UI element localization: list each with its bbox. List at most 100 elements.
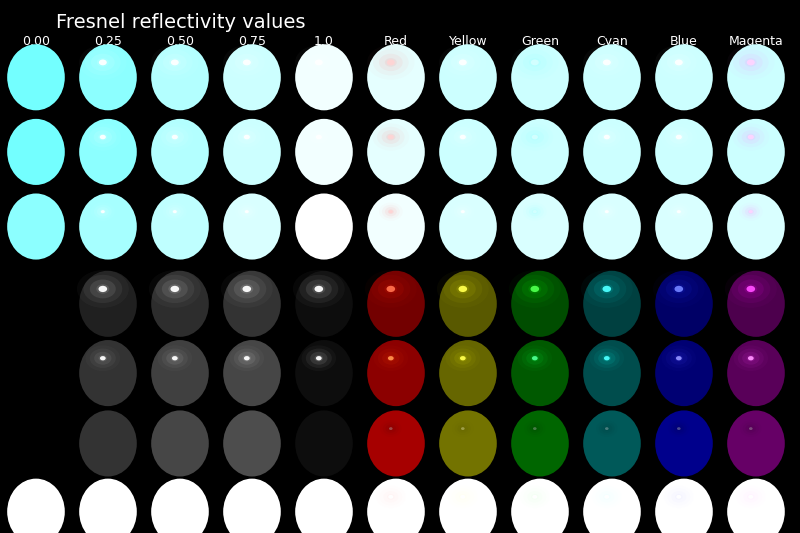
Ellipse shape [742,359,764,383]
Ellipse shape [448,55,486,98]
Ellipse shape [96,292,114,311]
Ellipse shape [458,363,471,378]
Ellipse shape [299,483,348,533]
Ellipse shape [297,46,351,109]
Ellipse shape [24,65,42,85]
Ellipse shape [452,60,479,91]
Ellipse shape [163,134,192,167]
Ellipse shape [587,275,626,303]
Ellipse shape [674,134,683,140]
Ellipse shape [298,482,349,533]
Ellipse shape [382,352,399,365]
Ellipse shape [389,70,396,78]
Ellipse shape [446,349,487,395]
Ellipse shape [302,418,345,467]
Ellipse shape [367,193,425,260]
Ellipse shape [606,438,610,443]
Ellipse shape [592,130,630,172]
Ellipse shape [671,430,691,453]
Ellipse shape [100,356,106,360]
Ellipse shape [30,147,34,150]
Ellipse shape [228,346,274,399]
Ellipse shape [596,286,623,318]
Ellipse shape [514,482,566,533]
Ellipse shape [98,433,111,448]
Ellipse shape [100,495,106,499]
Ellipse shape [587,123,636,180]
Ellipse shape [94,497,116,522]
Ellipse shape [589,126,634,177]
Ellipse shape [595,355,624,388]
Ellipse shape [734,279,776,327]
Ellipse shape [598,61,622,90]
Ellipse shape [602,433,616,449]
Ellipse shape [603,295,614,307]
Ellipse shape [606,147,610,150]
Ellipse shape [175,148,177,150]
Ellipse shape [531,218,542,230]
Ellipse shape [306,132,338,169]
Ellipse shape [455,138,475,161]
Ellipse shape [378,353,410,390]
Ellipse shape [151,119,209,185]
Ellipse shape [297,480,351,533]
Ellipse shape [446,280,487,326]
Ellipse shape [679,300,681,302]
Ellipse shape [595,494,624,527]
Ellipse shape [169,58,181,67]
Ellipse shape [522,349,548,368]
Ellipse shape [659,199,707,253]
Ellipse shape [676,426,682,431]
Ellipse shape [390,437,395,444]
Ellipse shape [316,296,325,306]
Ellipse shape [742,358,765,384]
Ellipse shape [242,355,251,361]
Ellipse shape [678,368,682,372]
Ellipse shape [678,146,683,152]
Ellipse shape [734,128,775,174]
Ellipse shape [729,273,782,334]
Ellipse shape [238,359,260,383]
Ellipse shape [229,200,274,252]
Ellipse shape [313,207,325,216]
Ellipse shape [370,343,422,402]
Ellipse shape [518,349,559,395]
Ellipse shape [391,300,393,302]
Ellipse shape [160,351,196,392]
Ellipse shape [28,69,37,79]
Ellipse shape [441,342,494,403]
Ellipse shape [672,499,690,520]
Ellipse shape [750,505,755,512]
Text: Blue: Blue [670,35,698,47]
Ellipse shape [83,344,132,401]
Ellipse shape [603,494,610,499]
Ellipse shape [98,501,112,518]
Ellipse shape [26,502,39,516]
Ellipse shape [386,293,400,310]
Ellipse shape [661,417,706,469]
Ellipse shape [174,297,179,304]
Ellipse shape [531,69,542,80]
Ellipse shape [223,479,281,533]
Ellipse shape [318,147,322,150]
Ellipse shape [669,427,694,456]
Ellipse shape [740,494,767,526]
Ellipse shape [226,197,277,255]
Ellipse shape [244,504,253,514]
Ellipse shape [446,201,488,249]
Ellipse shape [377,352,411,392]
Ellipse shape [670,496,694,524]
Ellipse shape [742,429,764,454]
Ellipse shape [26,67,39,82]
Ellipse shape [740,426,767,457]
Ellipse shape [526,496,549,523]
Ellipse shape [155,275,204,332]
Ellipse shape [158,348,200,396]
Ellipse shape [602,362,616,379]
Ellipse shape [442,274,493,332]
Ellipse shape [513,46,567,109]
Ellipse shape [458,67,472,83]
Ellipse shape [588,50,634,103]
Ellipse shape [592,422,628,463]
Ellipse shape [446,488,487,533]
